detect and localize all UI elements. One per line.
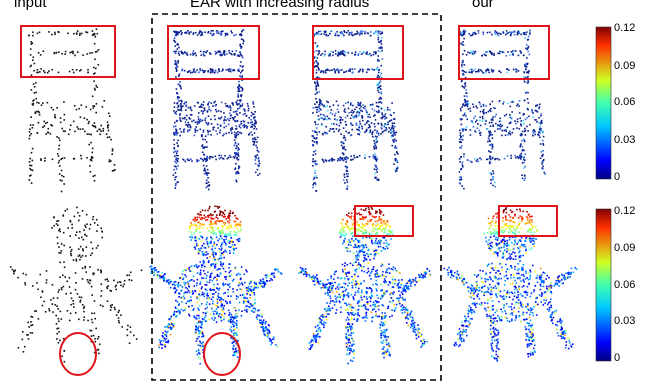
header-input: input [14, 0, 47, 11]
colorbar-top-tick-1: 0.09 [614, 60, 636, 72]
colorbar-bottom-tick-3: 0.03 [614, 315, 636, 327]
chair-ear-large-points [311, 30, 399, 192]
highlight-marks [20, 25, 558, 376]
highlight-box-chair-ear-small [167, 25, 260, 80]
highlight-box-chair-ours [458, 25, 550, 80]
colorbar-bottom-tick-4: 0 [614, 352, 621, 364]
colorbar-bottom-tick-0: 0.12 [614, 205, 636, 217]
highlight-box-octopus-ear-large [354, 205, 414, 237]
colorbar-bottom [595, 208, 612, 362]
header-ear: EAR with increasing radius [190, 0, 370, 11]
chair-ear-small-points [172, 29, 261, 191]
colorbar-top-tick-3: 0.03 [614, 134, 636, 146]
chair-input-points [28, 28, 116, 193]
highlight-circle-octopus-input [59, 332, 97, 376]
highlight-box-chair-ear-large [312, 25, 404, 80]
colorbar-top [595, 26, 612, 180]
colorbar-bottom-tick-2: 0.06 [614, 279, 636, 291]
highlight-box-octopus-ours [498, 205, 558, 237]
octopus-ear-large-points [298, 205, 432, 365]
colorbar-top-tick-0: 0.12 [614, 22, 636, 34]
colorbar-bottom-tick-1: 0.09 [614, 242, 636, 254]
highlight-circle-octopus-ear-small [203, 332, 241, 376]
ear-dashed-frame [151, 13, 442, 381]
colorbar-top-tick-2: 0.06 [614, 96, 636, 108]
colorbar-top-tick-4: 0 [614, 171, 621, 183]
octopus-input-points [9, 206, 143, 363]
octopus-ear-small-points [149, 205, 283, 365]
chair-ours-points [458, 29, 546, 190]
header-ours: our [472, 0, 494, 11]
highlight-box-chair-input [20, 25, 116, 78]
